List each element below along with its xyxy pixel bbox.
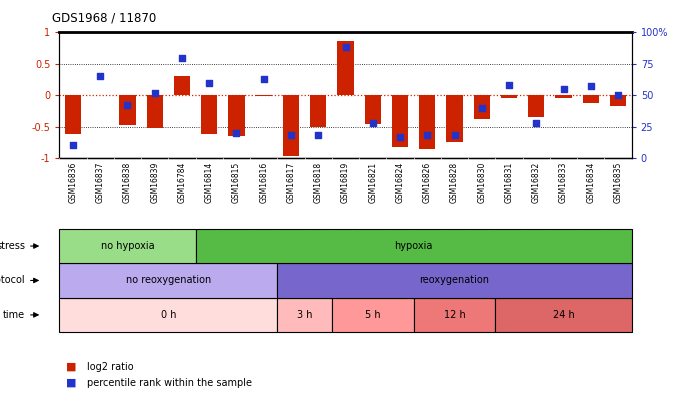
Text: no hypoxia: no hypoxia bbox=[101, 241, 154, 251]
Bar bbox=[310, 95, 327, 126]
Text: GSM16816: GSM16816 bbox=[259, 162, 268, 203]
Bar bbox=[337, 40, 354, 95]
Point bbox=[231, 130, 242, 136]
Point bbox=[530, 119, 542, 126]
Point bbox=[449, 132, 460, 139]
Text: GSM16784: GSM16784 bbox=[177, 162, 186, 203]
Point bbox=[476, 104, 487, 111]
Bar bbox=[59, 298, 277, 332]
Point bbox=[503, 82, 514, 88]
Bar bbox=[59, 263, 277, 298]
Bar bbox=[419, 95, 436, 149]
Bar bbox=[556, 95, 572, 98]
Bar bbox=[528, 95, 544, 117]
Point bbox=[585, 83, 596, 90]
Text: GSM16835: GSM16835 bbox=[614, 162, 623, 203]
Bar bbox=[277, 298, 332, 332]
Text: GSM16837: GSM16837 bbox=[96, 162, 105, 203]
Text: ■: ■ bbox=[66, 362, 77, 371]
Text: 0 h: 0 h bbox=[161, 310, 176, 320]
Text: ■: ■ bbox=[66, 378, 77, 388]
Point bbox=[177, 54, 188, 61]
Bar bbox=[228, 95, 245, 136]
Text: GSM16817: GSM16817 bbox=[286, 162, 295, 203]
Point bbox=[367, 119, 378, 126]
Bar bbox=[147, 95, 163, 128]
Text: GSM16815: GSM16815 bbox=[232, 162, 241, 203]
Bar bbox=[277, 263, 632, 298]
Text: stress: stress bbox=[0, 241, 25, 251]
Text: protocol: protocol bbox=[0, 275, 25, 286]
Text: GSM16836: GSM16836 bbox=[68, 162, 77, 203]
Text: GSM16818: GSM16818 bbox=[314, 162, 322, 202]
Text: 5 h: 5 h bbox=[365, 310, 380, 320]
Bar bbox=[474, 95, 490, 119]
Point bbox=[258, 76, 269, 82]
Bar bbox=[65, 95, 81, 134]
Text: reoxygenation: reoxygenation bbox=[419, 275, 489, 286]
Text: GSM16839: GSM16839 bbox=[150, 162, 159, 203]
Text: GSM16830: GSM16830 bbox=[477, 162, 487, 203]
Point bbox=[558, 85, 569, 92]
Bar bbox=[392, 95, 408, 147]
Point bbox=[340, 44, 351, 51]
Point bbox=[204, 79, 215, 86]
Text: GSM16821: GSM16821 bbox=[369, 162, 377, 202]
Point bbox=[68, 142, 79, 149]
Text: GSM16819: GSM16819 bbox=[341, 162, 350, 203]
Bar bbox=[119, 95, 135, 125]
Text: 3 h: 3 h bbox=[297, 310, 313, 320]
Text: GSM16814: GSM16814 bbox=[205, 162, 214, 203]
Point bbox=[285, 132, 297, 139]
Text: log2 ratio: log2 ratio bbox=[87, 362, 134, 371]
Text: GSM16832: GSM16832 bbox=[532, 162, 541, 203]
Bar bbox=[496, 298, 632, 332]
Bar bbox=[364, 95, 381, 124]
Text: percentile rank within the sample: percentile rank within the sample bbox=[87, 378, 252, 388]
Point bbox=[95, 73, 106, 79]
Text: 12 h: 12 h bbox=[444, 310, 466, 320]
Text: GDS1968 / 11870: GDS1968 / 11870 bbox=[52, 11, 156, 24]
Bar bbox=[255, 95, 272, 96]
Text: hypoxia: hypoxia bbox=[394, 241, 433, 251]
Bar bbox=[446, 95, 463, 142]
Text: GSM16834: GSM16834 bbox=[586, 162, 595, 203]
Text: GSM16826: GSM16826 bbox=[423, 162, 432, 203]
Bar bbox=[195, 229, 632, 263]
Point bbox=[149, 90, 161, 96]
Text: GSM16838: GSM16838 bbox=[123, 162, 132, 203]
Text: GSM16831: GSM16831 bbox=[505, 162, 514, 203]
Point bbox=[122, 102, 133, 109]
Text: no reoxygenation: no reoxygenation bbox=[126, 275, 211, 286]
Text: GSM16824: GSM16824 bbox=[396, 162, 405, 203]
Bar bbox=[174, 76, 190, 95]
Text: GSM16833: GSM16833 bbox=[559, 162, 568, 203]
Bar bbox=[583, 95, 599, 103]
Point bbox=[394, 133, 406, 140]
Bar bbox=[283, 95, 299, 156]
Point bbox=[313, 132, 324, 139]
Point bbox=[612, 92, 623, 98]
Bar bbox=[332, 298, 414, 332]
Bar bbox=[59, 229, 195, 263]
Text: 24 h: 24 h bbox=[553, 310, 574, 320]
Point bbox=[422, 132, 433, 139]
Text: time: time bbox=[3, 310, 25, 320]
Text: GSM16828: GSM16828 bbox=[450, 162, 459, 202]
Bar bbox=[610, 95, 626, 106]
Bar bbox=[414, 298, 496, 332]
Bar bbox=[201, 95, 217, 134]
Bar bbox=[501, 95, 517, 98]
